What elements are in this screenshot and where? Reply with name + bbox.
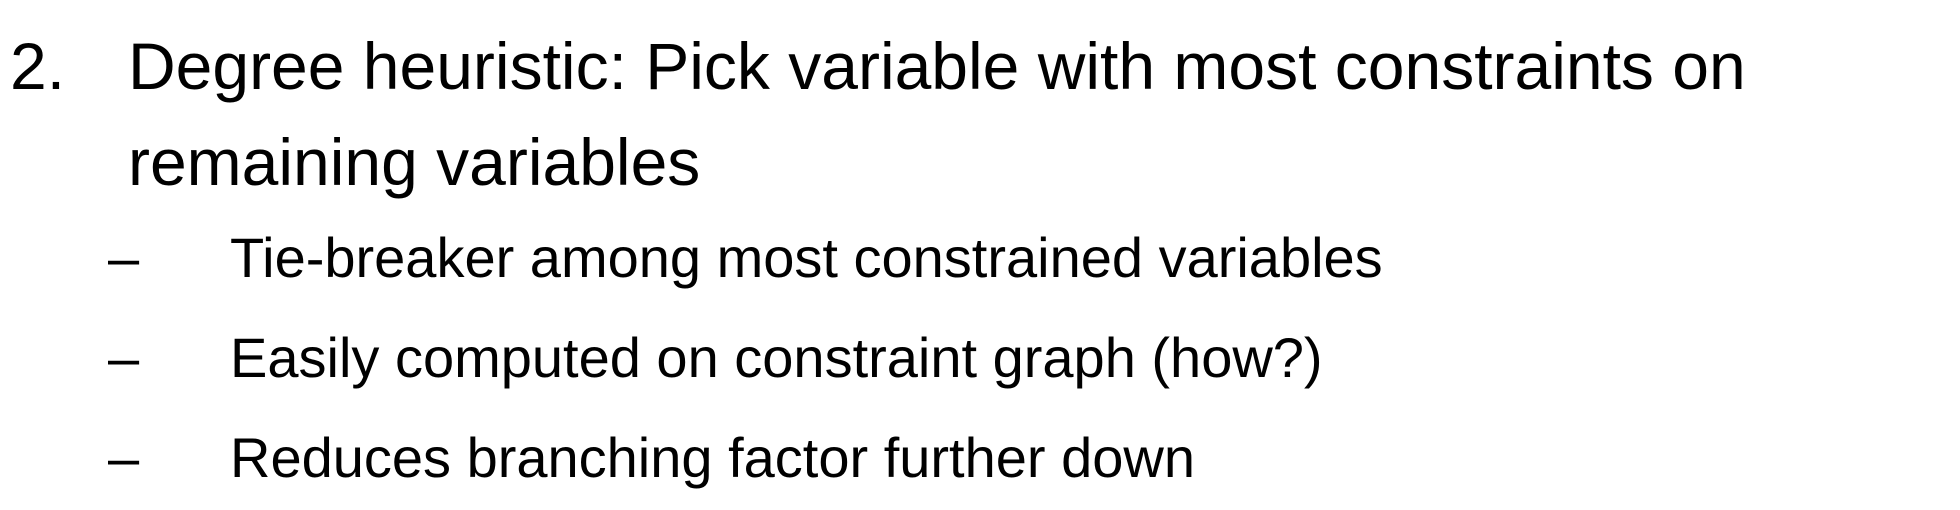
sub-bullet-text: Easily computed on constraint graph (how… [230, 326, 1323, 389]
item-text-line-2: remaining variables [128, 125, 701, 199]
dash-bullet-icon: – [108, 426, 140, 489]
sub-bullet-list: – Tie-breaker among most constrained var… [108, 218, 1948, 510]
dash-bullet-icon: – [108, 226, 140, 289]
sub-bullet-item: – Reduces branching factor further down [108, 418, 1948, 510]
sub-bullet-text: Reduces branching factor further down [230, 426, 1195, 489]
sub-bullet-item: – Easily computed on constraint graph (h… [108, 318, 1948, 418]
sub-bullet-item: – Tie-breaker among most constrained var… [108, 218, 1948, 318]
item-text: Degree heuristic: Pick variable with mos… [128, 18, 1948, 210]
item-text-line-1: Degree heuristic: Pick variable with mos… [128, 29, 1746, 103]
dash-bullet-icon: – [108, 326, 140, 389]
item-number: 2. [10, 29, 66, 103]
sub-bullet-text: Tie-breaker among most constrained varia… [230, 226, 1383, 289]
